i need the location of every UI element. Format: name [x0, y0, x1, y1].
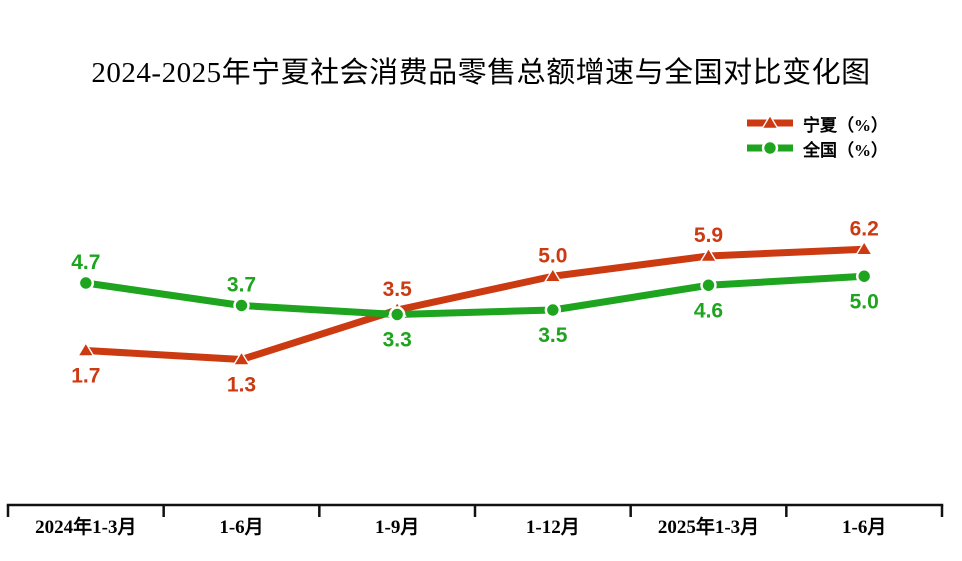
data-label: 4.7 — [71, 251, 100, 274]
series-1-marker — [702, 279, 715, 291]
series-1-line — [85, 272, 865, 318]
series-1-marker — [547, 304, 559, 316]
x-axis-label: 1-9月 — [375, 517, 419, 538]
legend-item-1: 全国（%） — [746, 137, 888, 160]
legend-marker — [764, 142, 776, 154]
series-1-marker — [235, 299, 248, 312]
x-axis-label: 1-6月 — [842, 517, 886, 538]
legend-item-0: 宁夏（%） — [746, 112, 888, 135]
legend-triangle-sample-icon — [747, 114, 793, 130]
data-label: 3.7 — [227, 274, 256, 297]
data-label: 1.7 — [71, 365, 100, 388]
data-label: 1.3 — [227, 374, 256, 397]
series-0-marker — [79, 344, 93, 356]
chart-legend: 宁夏（%） 全国（%） — [746, 112, 888, 160]
data-label: 5.0 — [538, 244, 567, 267]
data-label: 3.5 — [383, 278, 413, 301]
series-0-marker — [857, 243, 871, 255]
series-0-marker — [546, 270, 560, 282]
data-label: 5.9 — [694, 224, 723, 247]
legend-label: 宁夏（%） — [803, 115, 888, 135]
data-label: 6.2 — [850, 217, 879, 240]
series-1-marker — [391, 308, 403, 321]
x-axis-label: 1-12月 — [526, 517, 580, 538]
series-1-marker — [80, 277, 92, 289]
data-label: 3.5 — [538, 324, 568, 347]
legend-label: 全国（%） — [803, 140, 888, 160]
data-label: 5.0 — [850, 290, 879, 313]
series-0-marker — [701, 249, 716, 261]
series-1-marker — [858, 270, 870, 282]
legend-marker — [763, 116, 777, 128]
chart-title: 2024-2025年宁夏社会消费品零售总额增速与全国对比变化图 — [91, 57, 871, 89]
series-0-marker — [234, 353, 249, 365]
x-axis-label: 2024年1-3月 — [35, 515, 136, 538]
x-axis-label: 2025年1-3月 — [658, 515, 759, 538]
data-label: 3.3 — [383, 329, 412, 352]
series-0-line — [85, 245, 865, 363]
data-label: 4.6 — [694, 299, 723, 322]
legend-circle-sample-icon — [747, 139, 793, 157]
x-axis-label: 1-6月 — [219, 517, 263, 538]
